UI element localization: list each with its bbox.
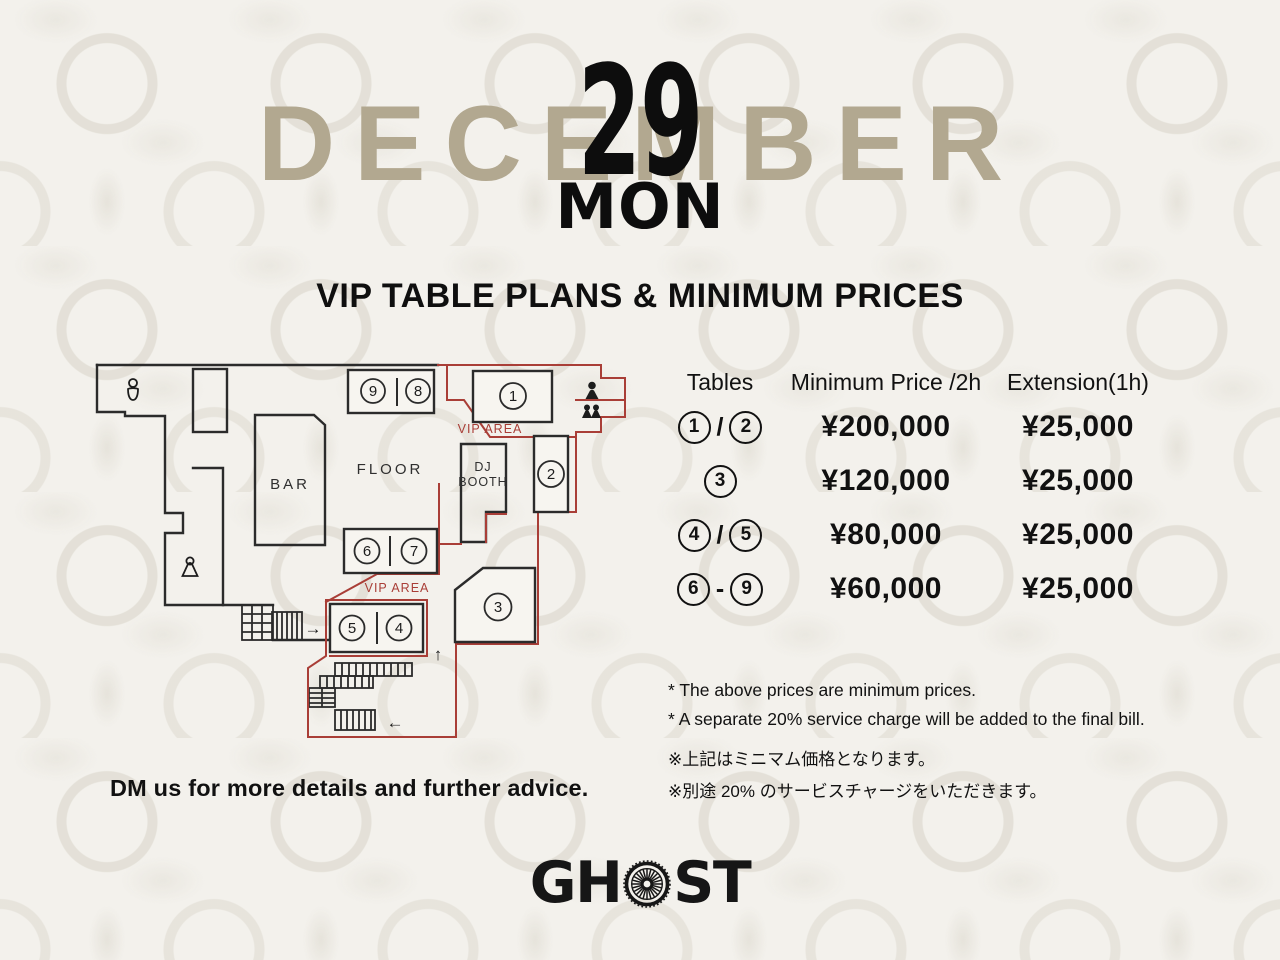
restroom-icon-pair xyxy=(582,404,601,418)
dj-booth-outline xyxy=(459,442,508,544)
logo-text-left: GH xyxy=(529,850,623,916)
table-badge: 2 xyxy=(729,410,763,444)
dm-cta-text: DM us for more details and further advic… xyxy=(110,775,589,801)
table-badge: 4 xyxy=(677,518,711,552)
tables-separator: / xyxy=(716,412,724,441)
table-3-box xyxy=(453,566,537,644)
table-badge: 3 xyxy=(703,464,737,498)
arrow-right-icon: → xyxy=(305,619,322,638)
table-row: 4 / 5 ¥80,000 ¥25,000 xyxy=(650,508,1174,562)
day-number: 29 xyxy=(577,33,704,210)
price-table-header: Tables Minimum Price /2h Extension(1h) xyxy=(650,364,1174,400)
restroom-icon-single xyxy=(585,381,599,399)
table-number-circles xyxy=(338,378,565,642)
floor-label: FLOOR xyxy=(357,461,424,478)
minimum-price: ¥200,000 xyxy=(821,410,951,443)
extension-price: ¥25,000 xyxy=(1022,410,1134,443)
restroom-icon-corridor xyxy=(181,556,199,577)
notes-japanese: ※上記はミニマム価格となります。 ※別途 20% のサービスチャージをいただきま… xyxy=(668,744,1047,808)
note-minimum-prices: * The above prices are minimum prices. xyxy=(668,680,976,700)
ghost-logo: GH ST xyxy=(0,855,1280,912)
table-2-box xyxy=(532,434,570,514)
table-number-7: 7 xyxy=(410,543,418,560)
restroom-icons xyxy=(127,378,601,577)
table-badge: 1 xyxy=(677,410,711,444)
minimum-price: ¥120,000 xyxy=(821,464,951,497)
price-table: Tables Minimum Price /2h Extension(1h) 1… xyxy=(650,364,1174,616)
tables-separator: / xyxy=(716,520,724,549)
table-row: 3 ¥120,000 ¥25,000 xyxy=(650,454,1174,508)
dj-booth-label-line2: BOOTH xyxy=(458,475,507,489)
extension-price: ¥25,000 xyxy=(1022,464,1134,497)
table-badge: 9 xyxy=(730,572,764,606)
vip-boundary xyxy=(307,364,626,738)
month-text: DECEMBER xyxy=(257,83,1023,203)
minimum-price: ¥60,000 xyxy=(830,572,942,605)
tables-separator: - xyxy=(715,574,725,603)
extension-price: ¥25,000 xyxy=(1022,572,1134,605)
table-number-5: 5 xyxy=(348,620,356,637)
note-service-charge: * A separate 20% service charge will be … xyxy=(668,709,1145,729)
table-number-2: 2 xyxy=(547,466,555,483)
column-header-tables: Tables xyxy=(686,368,754,395)
logo-text-right: ST xyxy=(673,850,751,916)
table-numbers: 9 8 1 2 6 7 5 4 3 xyxy=(348,383,555,637)
table-number-6: 6 xyxy=(363,543,371,560)
column-header-extension: Extension(1h) xyxy=(1007,368,1149,395)
dj-booth-label-line1: DJ xyxy=(474,460,491,474)
tables-cell: 3 xyxy=(650,464,790,498)
table-number-3: 3 xyxy=(494,599,502,616)
arrow-up-icon: ↑ xyxy=(434,645,443,664)
table-badge: 5 xyxy=(729,518,763,552)
vip-area-label-bottom: VIP AREA xyxy=(365,581,430,595)
minimum-price: ¥80,000 xyxy=(830,518,942,551)
walls xyxy=(95,363,508,642)
stairs xyxy=(241,604,413,731)
table-row: 1 / 2 ¥200,000 ¥25,000 xyxy=(650,400,1174,454)
column-header-minimum-price: Minimum Price /2h xyxy=(790,368,982,395)
bar-label: BAR xyxy=(270,476,310,493)
table-number-4: 4 xyxy=(395,620,403,637)
table-1-box xyxy=(471,369,554,424)
notes-english: * The above prices are minimum prices. *… xyxy=(668,676,1145,734)
tables-cell: 4 / 5 xyxy=(650,518,790,552)
floor-plan: 9 8 1 2 6 7 5 4 3 BAR FLOOR DJ BOOTH VIP… xyxy=(95,363,626,738)
dharma-wheel-icon xyxy=(623,859,672,908)
table-dividers xyxy=(376,378,398,644)
page-title: VIP TABLE PLANS & MINIMUM PRICES xyxy=(316,277,964,315)
tables-cell: 1 / 2 xyxy=(650,410,790,444)
table-number-8: 8 xyxy=(414,383,422,400)
table-number-1: 1 xyxy=(509,388,517,405)
extension-price: ¥25,000 xyxy=(1022,518,1134,551)
table-row: 6 - 9 ¥60,000 ¥25,000 xyxy=(650,562,1174,616)
vip-area-label-top: VIP AREA xyxy=(458,422,523,436)
restroom-icon-top-left xyxy=(127,378,139,401)
table-badge: 6 xyxy=(676,572,710,606)
vip-tables xyxy=(328,368,570,654)
tables-cell: 6 - 9 xyxy=(650,572,790,606)
bar-counter xyxy=(253,413,327,547)
note-service-charge-jp: ※別途 20% のサービスチャージをいただきます。 xyxy=(668,782,1047,801)
table-number-9: 9 xyxy=(369,383,377,400)
note-minimum-prices-jp: ※上記はミニマム価格となります。 xyxy=(668,750,936,769)
table-9-8-box xyxy=(346,368,436,415)
weekday-text: MON xyxy=(555,170,725,243)
arrow-left-icon: ← xyxy=(387,713,404,732)
